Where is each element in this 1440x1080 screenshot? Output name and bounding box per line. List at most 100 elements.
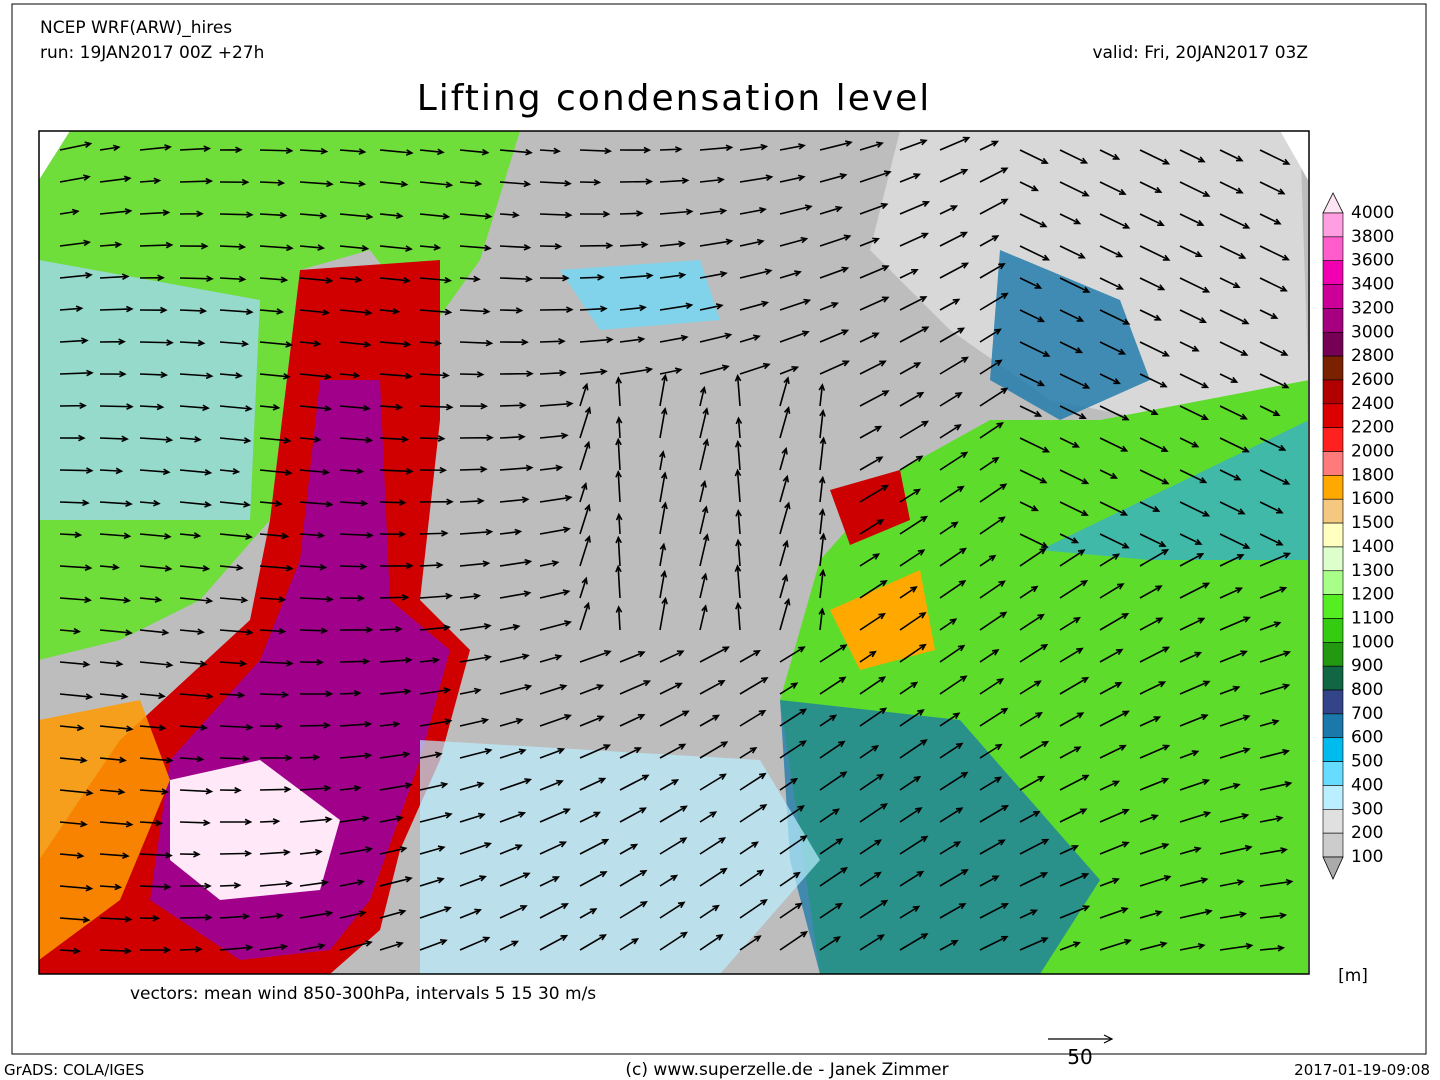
wind-arrow <box>419 308 453 316</box>
wind-arrow <box>459 654 492 663</box>
wind-arrow <box>859 803 888 823</box>
wind-arrow <box>499 338 529 346</box>
wind-arrow <box>99 305 134 313</box>
wind-arrow <box>499 464 534 472</box>
wind-arrow <box>1179 149 1206 163</box>
wind-arrow <box>739 841 759 855</box>
wind-arrow <box>579 406 592 439</box>
wind-arrow <box>1059 647 1084 663</box>
wind-arrow <box>579 650 612 663</box>
wind-arrow <box>979 235 1000 247</box>
wind-arrow <box>99 820 134 828</box>
wind-arrow <box>1179 533 1203 545</box>
wind-arrow <box>99 467 124 475</box>
legend-triangle-bottom <box>1322 856 1344 880</box>
wind-arrow <box>899 905 921 919</box>
wind-arrow <box>1019 213 1048 228</box>
wind-arrow <box>819 808 840 823</box>
wind-arrow <box>779 501 791 535</box>
wind-arrow <box>99 500 133 508</box>
wind-arrow <box>499 940 520 951</box>
wind-arrow <box>1179 501 1211 517</box>
wind-arrow <box>1259 181 1286 195</box>
wind-arrow <box>859 839 883 855</box>
wind-arrow <box>1179 750 1200 759</box>
wind-arrow <box>1139 842 1170 855</box>
wind-arrow <box>659 682 683 695</box>
wind-arrow <box>979 611 1008 631</box>
wind-arrow <box>819 532 827 567</box>
wind-arrow <box>1099 181 1127 195</box>
wind-arrow <box>139 628 170 636</box>
region-blue-ne <box>990 250 1150 420</box>
wind-arrow <box>779 174 806 183</box>
wind-arrow <box>734 439 742 471</box>
wind-arrow <box>899 391 925 407</box>
wind-arrow <box>539 243 563 250</box>
wind-arrow <box>379 721 401 728</box>
wind-arrow <box>1059 405 1087 419</box>
wind-arrow <box>299 563 328 571</box>
wind-arrow <box>779 204 813 215</box>
wind-arrow <box>339 815 370 823</box>
wind-arrow <box>859 484 890 503</box>
scale-arrow-head <box>1103 1034 1114 1044</box>
wind-arrow <box>1139 549 1170 567</box>
wind-arrow <box>979 707 1009 727</box>
wind-arrow <box>659 901 686 919</box>
wind-arrow <box>419 781 449 791</box>
wind-arrow <box>859 773 885 791</box>
wind-arrow <box>699 407 709 439</box>
wind-arrow <box>579 838 610 855</box>
wind-arrow <box>219 818 253 826</box>
wind-arrow <box>139 436 174 444</box>
legend-swatch <box>1322 546 1344 572</box>
wind-arrow <box>539 620 572 631</box>
wind-arrow <box>1259 719 1280 727</box>
region-red-east <box>830 470 910 545</box>
map-border <box>38 130 1310 975</box>
wind-arrow <box>1259 552 1292 567</box>
wind-arrow <box>1219 437 1250 453</box>
wind-arrow <box>819 568 826 599</box>
wind-arrow <box>1099 583 1125 599</box>
wind-arrow <box>1059 712 1085 727</box>
legend-swatch <box>1322 284 1344 309</box>
wind-arrow <box>99 947 133 955</box>
wind-arrow <box>1059 533 1080 544</box>
wind-arrow <box>339 689 362 697</box>
region-blue-west <box>39 260 260 520</box>
wind-arrow <box>1019 643 1049 663</box>
wind-arrow <box>1259 405 1281 416</box>
wind-arrow <box>899 362 922 375</box>
legend-label: 3000 <box>1351 322 1394 342</box>
wind-arrow <box>379 876 413 887</box>
wind-arrow <box>1099 245 1124 258</box>
wind-arrow <box>939 675 968 695</box>
legend-label: 600 <box>1351 728 1383 748</box>
wind-arrow <box>59 564 93 571</box>
wind-arrow <box>1139 533 1167 547</box>
wind-arrow <box>859 579 888 599</box>
wind-arrow <box>259 500 283 507</box>
wind-arrow <box>1219 554 1245 567</box>
wind-arrow <box>459 936 491 951</box>
wind-arrow <box>59 337 89 345</box>
wind-arrow <box>299 595 334 603</box>
wind-arrow <box>1179 846 1202 855</box>
legend-label: 3600 <box>1351 251 1394 271</box>
wind-arrow <box>615 469 622 503</box>
wind-arrow <box>299 405 333 412</box>
legend-swatch <box>1322 498 1344 524</box>
map <box>39 131 1308 974</box>
wind-arrow <box>299 848 323 856</box>
wind-arrow <box>779 835 808 855</box>
wind-arrow <box>99 852 130 860</box>
run-label: run: 19JAN2017 00Z +27h <box>40 43 264 63</box>
wind-arrow <box>1259 149 1291 165</box>
wind-arrow <box>659 406 668 439</box>
wind-arrow <box>735 601 742 631</box>
wind-arrow <box>699 505 709 535</box>
wind-arrow <box>1139 469 1170 485</box>
wind-arrow <box>219 944 254 952</box>
